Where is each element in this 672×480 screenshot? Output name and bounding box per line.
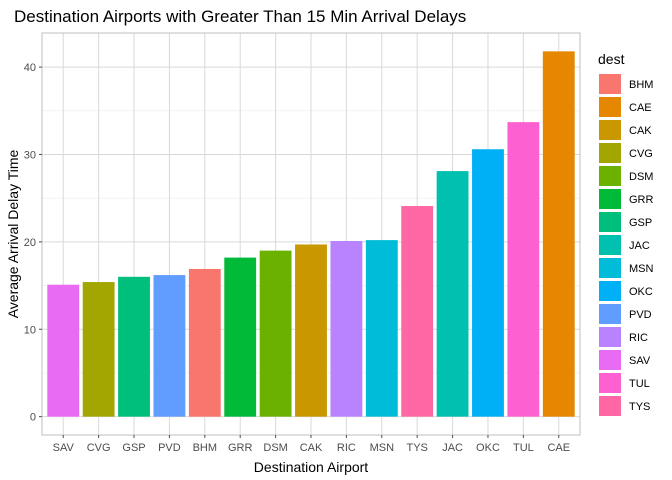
y-axis-title: Average Arrival Delay Time [5,149,21,318]
legend-label-msn: MSN [629,263,654,275]
legend-label-gsp: GSP [629,217,652,229]
x-tick-label: CVG [87,442,111,454]
legend-label-pvd: PVD [629,309,652,321]
x-tick-label: OKC [476,442,500,454]
legend-swatch-cak [599,120,621,140]
bar-cae [542,51,575,417]
legend-swatch-pvd [599,304,621,324]
legend-swatch-tys [599,396,621,416]
y-tick-label: 40 [24,62,36,74]
y-tick-label: 30 [24,149,36,161]
bar-tul [507,122,540,417]
y-tick-label: 0 [30,412,36,424]
legend-swatch-cvg [599,143,621,163]
legend: BHM CAE CAK CVG DSM GRR GSP JAC MSN OKC PVD RIC SAV T… [599,74,654,416]
bar-cvg [82,282,115,417]
legend-label-dsm: DSM [629,171,653,183]
bar-msn [365,240,398,417]
bar-cak [295,244,327,417]
bar-pvd [153,275,186,417]
legend-swatch-grr [599,189,621,209]
bar-tys [401,206,434,417]
y-axis-ticks: 0 10 20 30 40 [24,62,42,424]
bar-grr [224,257,257,417]
bar-sav [47,284,80,417]
legend-label-bhm: BHM [629,79,653,91]
legend-label-tys: TYS [629,401,650,413]
x-tick-label: SAV [53,442,75,454]
x-tick-label: CAK [300,442,323,454]
legend-label-ric: RIC [629,332,648,344]
legend-swatch-ric [599,327,621,347]
x-tick-label: JAC [442,442,463,454]
legend-label-cak: CAK [629,125,652,137]
legend-label-cae: CAE [629,102,652,114]
x-axis-title: Destination Airport [254,459,369,475]
x-axis-ticks: SAV CVG GSP PVD BHM GRR DSM CAK RIC MSN TYS JAC OKC T… [53,435,570,454]
x-tick-label: MSN [370,442,395,454]
legend-swatch-jac [599,235,621,255]
chart-title: Destination Airports with Greater Than 1… [14,7,466,26]
bar-gsp [118,276,150,417]
legend-swatch-cae [599,97,621,117]
legend-label-tul: TUL [629,378,650,390]
bars [47,51,575,417]
x-tick-label: TYS [406,442,427,454]
legend-swatch-msn [599,258,621,278]
x-tick-label: PVD [158,442,181,454]
x-tick-label: CAE [547,442,570,454]
legend-swatch-gsp [599,212,621,232]
x-tick-label: RIC [337,442,356,454]
legend-label-cvg: CVG [629,148,653,160]
legend-title: dest [598,51,625,67]
bar-jac [436,171,469,417]
bar-okc [472,149,504,417]
y-tick-label: 10 [24,324,36,336]
bar-ric [330,240,363,417]
legend-label-grr: GRR [629,194,654,206]
bar-bhm [188,268,221,417]
legend-label-jac: JAC [629,240,650,252]
legend-swatch-tul [599,373,621,393]
x-tick-label: BHM [193,442,217,454]
legend-swatch-bhm [599,74,621,94]
x-tick-label: DSM [263,442,287,454]
legend-swatch-sav [599,350,621,370]
legend-label-okc: OKC [629,286,653,298]
legend-label-sav: SAV [629,355,651,367]
bar-dsm [259,250,292,417]
y-tick-label: 20 [24,237,36,249]
x-tick-label: GRR [228,442,253,454]
x-tick-label: GSP [122,442,145,454]
x-tick-label: TUL [513,442,534,454]
legend-swatch-dsm [599,166,621,186]
legend-swatch-okc [599,281,621,301]
